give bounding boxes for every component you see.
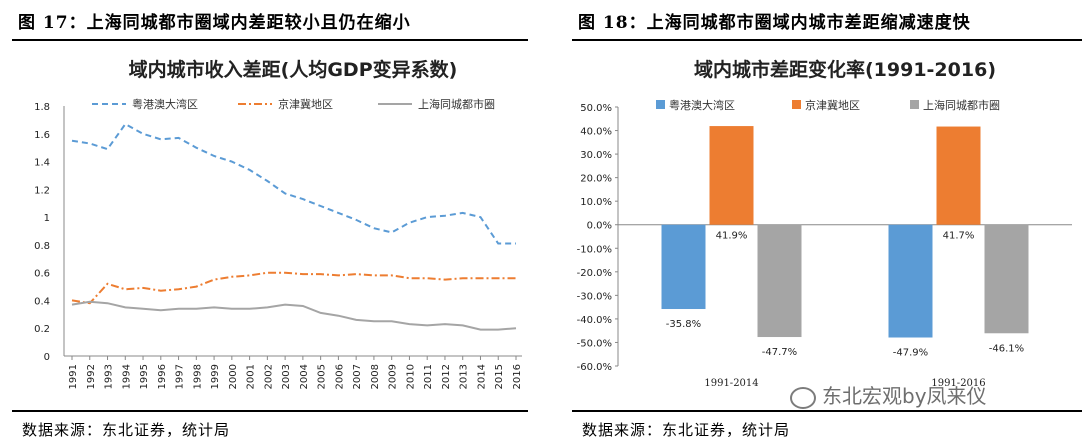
y-tick-label: 50.0% <box>580 103 612 114</box>
y-tick-label: -60.0% <box>577 362 612 373</box>
y-tick-label: -30.0% <box>577 291 612 302</box>
x-tick-label: 2014 <box>476 364 487 389</box>
x-tick-label: 1997 <box>175 364 186 389</box>
legend-label: 粤港澳大湾区 <box>132 97 198 111</box>
x-tick-label: 1995 <box>139 364 150 389</box>
category-label: 1991-2016 <box>931 378 985 389</box>
legend-swatch <box>656 100 665 109</box>
x-tick-label: 2010 <box>405 364 416 389</box>
wechat-icon <box>790 386 816 409</box>
x-tick-label: 2016 <box>512 364 523 389</box>
x-tick-label: 1998 <box>192 364 203 389</box>
right-figure-panel: 图 18：上海同城都市圈域内城市差距缩减速度快 域内城市差距变化率(1991-2… <box>572 0 1086 448</box>
y-tick-label: -20.0% <box>577 268 612 279</box>
y-tick-label: 1.2 <box>34 185 50 196</box>
data-label: -47.7% <box>762 347 797 358</box>
y-tick-label: 0.8 <box>34 241 50 252</box>
legend-label: 上海同城都市圈 <box>923 98 1000 112</box>
x-tick-label: 2011 <box>423 364 434 389</box>
x-tick-label: 2015 <box>494 364 505 389</box>
y-tick-label: 1.6 <box>34 130 50 141</box>
y-tick-label: 0.0% <box>587 221 612 232</box>
data-label: 41.7% <box>943 231 975 242</box>
bar <box>936 126 981 225</box>
x-tick-label: 2003 <box>281 364 292 389</box>
legend-swatch <box>792 100 801 109</box>
chart-title: 域内城市差距变化率(1991-2016) <box>694 58 996 81</box>
series-line <box>71 300 517 331</box>
bar <box>888 224 933 338</box>
watermark: 东北宏观by凤来仪 <box>790 380 987 409</box>
left-figure-panel: 图 17：上海同城都市圈域内差距较小且仍在缩小 域内城市收入差距(人均GDP变异… <box>0 0 530 448</box>
x-tick-label: 2004 <box>299 364 310 389</box>
watermark-text: 东北宏观by凤来仪 <box>822 384 987 408</box>
title-rule <box>572 39 1082 41</box>
legend-label: 京津冀地区 <box>278 97 333 111</box>
x-tick-label: 1991 <box>68 364 79 389</box>
x-tick-label: 2009 <box>388 364 399 389</box>
y-tick-label: 1 <box>44 213 50 224</box>
bar <box>661 224 706 310</box>
figure-18-title: 图 18：上海同城都市圈域内城市差距缩减速度快 <box>578 13 971 33</box>
y-tick-label: 1.4 <box>34 158 50 169</box>
x-tick-label: 2007 <box>352 364 363 389</box>
data-label: -46.1% <box>989 343 1024 354</box>
y-tick-label: 0.2 <box>34 324 50 335</box>
x-tick-label: 2012 <box>441 364 452 389</box>
chart-title: 域内城市收入差距(人均GDP变异系数) <box>129 58 458 81</box>
line-chart: 域内城市收入差距(人均GDP变异系数) 0 0.2 0.4 0.6 0.8 1 1.2 1.4 1… <box>34 58 523 389</box>
x-tick-label: 2000 <box>228 364 239 389</box>
y-tick-label: -50.0% <box>577 338 612 349</box>
y-tick-label: 40.0% <box>580 127 612 138</box>
legend-label: 上海同城都市圈 <box>418 97 495 111</box>
title-rule <box>12 39 528 41</box>
y-tick-label: 0.6 <box>34 269 50 280</box>
x-tick-label: 1996 <box>157 364 168 389</box>
y-tick-label: 20.0% <box>580 174 612 185</box>
figure-17-title: 图 17：上海同城都市圈域内差距较小且仍在缩小 <box>18 13 411 33</box>
x-tick-label: 2001 <box>246 364 257 389</box>
x-tick-label: 2002 <box>263 364 274 389</box>
category-label: 1991-2014 <box>704 378 758 389</box>
x-tick-label: 2006 <box>334 364 345 389</box>
x-tick-label: 2013 <box>459 364 470 389</box>
legend-label: 粤港澳大湾区 <box>669 98 735 112</box>
x-tick-label: 1994 <box>121 364 132 389</box>
y-tick-label: -10.0% <box>577 244 612 255</box>
y-tick-label: 0 <box>44 352 50 363</box>
bar <box>757 224 802 338</box>
x-tick-label: 1992 <box>86 364 97 389</box>
y-tick-label: 0.4 <box>34 296 50 307</box>
figure-18-source: 数据来源：东北证券，统计局 <box>582 421 791 439</box>
x-tick-label: 2005 <box>317 364 328 389</box>
legend-label: 京津冀地区 <box>805 98 860 112</box>
data-label: -47.9% <box>893 348 928 359</box>
x-tick-label: 1993 <box>104 364 115 389</box>
data-label: -35.8% <box>666 319 701 330</box>
figure-17-source: 数据来源：东北证券，统计局 <box>22 421 231 439</box>
series-line <box>71 122 516 245</box>
x-tick-label: 1999 <box>210 364 221 389</box>
bar <box>984 224 1029 334</box>
series-line <box>71 271 516 305</box>
legend-swatch <box>910 100 919 109</box>
data-label: 41.9% <box>716 231 748 242</box>
bar-chart: 域内城市差距变化率(1991-2016) -60.0% -50.0% -40.0% -3… <box>577 58 1072 389</box>
bar <box>709 126 754 225</box>
y-tick-label: 30.0% <box>580 150 612 161</box>
y-tick-label: 10.0% <box>580 197 612 208</box>
source-rule <box>572 410 1082 412</box>
y-tick-label: 1.8 <box>34 102 50 113</box>
y-tick-label: -40.0% <box>577 315 612 326</box>
x-tick-label: 2008 <box>370 364 381 389</box>
source-rule <box>12 410 528 412</box>
